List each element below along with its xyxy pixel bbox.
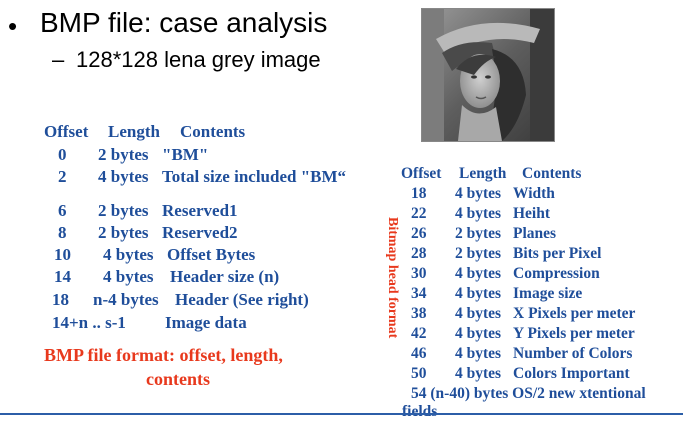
right-row-contents: Y Pixels per meter	[513, 325, 635, 342]
right-row-offset: 22	[411, 205, 427, 222]
left-row-contents: "BM"	[162, 145, 209, 164]
right-header-offset: Offset	[401, 165, 442, 182]
left-row-contents: Reserved1	[162, 201, 238, 220]
right-row-length: 4 bytes	[455, 325, 502, 342]
left-row-contents: Reserved2	[162, 223, 238, 242]
right-last-row: 54 (n-40) bytes OS/2 new xtentional	[411, 385, 646, 402]
slide-title: BMP file: case analysis	[40, 7, 328, 38]
right-row-length: 2 bytes	[455, 225, 502, 242]
slide-subtitle: 128*128 lena grey image	[76, 47, 321, 72]
right-header-contents: Contents	[522, 165, 582, 182]
left-row-contents: Image data	[165, 313, 247, 332]
left-row-contents: Offset Bytes	[167, 245, 256, 264]
right-row-length: 4 bytes	[455, 205, 502, 222]
right-row-offset: 28	[411, 245, 427, 262]
right-header-length: Length	[459, 165, 507, 182]
left-row-offset: 8	[58, 223, 67, 242]
left-row-length: 2 bytes	[98, 145, 149, 164]
left-row-offset: 14+n .. s-1	[52, 313, 126, 332]
right-row-offset: 46	[411, 345, 427, 362]
right-row-length: 4 bytes	[455, 345, 502, 362]
left-row-length: 4 bytes	[103, 267, 154, 286]
bitmap-head-format-label: Bitmap head format	[385, 217, 400, 339]
right-row-contents: Number of Colors	[513, 345, 633, 362]
left-row-offset: 18	[52, 290, 69, 309]
right-row-offset: 42	[411, 325, 427, 342]
right-row-length: 4 bytes	[455, 285, 502, 302]
left-row-length: 4 bytes	[103, 245, 154, 264]
left-header-length: Length	[108, 122, 160, 141]
left-row-length: 4 bytes	[98, 167, 149, 186]
left-header-offset: Offset	[44, 122, 89, 141]
left-row-offset: 6	[58, 201, 67, 220]
left-row-offset: 2	[58, 167, 67, 186]
right-last-row-wrap: fields	[402, 403, 438, 420]
left-row-length: 2 bytes	[98, 223, 149, 242]
left-row-offset: 0	[58, 145, 67, 164]
left-row-offset: 10	[54, 245, 71, 264]
format-caption-line1: BMP file format: offset, length,	[44, 345, 283, 365]
right-row-contents: X Pixels per meter	[513, 305, 636, 322]
left-row-length: 2 bytes	[98, 201, 149, 220]
right-row-length: 4 bytes	[455, 365, 502, 382]
left-row-contents: Total size included "BM“	[162, 167, 347, 186]
left-row-length: n-4 bytes	[93, 290, 159, 309]
right-row-offset: 38	[411, 305, 427, 322]
format-caption-line2: contents	[146, 369, 210, 389]
right-row-length: 4 bytes	[455, 185, 502, 202]
right-row-offset: 30	[411, 265, 427, 282]
right-row-offset: 26	[411, 225, 427, 242]
right-row-contents: Image size	[513, 285, 583, 302]
left-row-offset: 14	[54, 267, 71, 286]
right-row-contents: Planes	[513, 225, 557, 242]
right-row-length: 4 bytes	[455, 265, 502, 282]
right-row-offset: 34	[411, 285, 427, 302]
left-header-contents: Contents	[180, 122, 246, 141]
left-row-contents: Header (See right)	[175, 290, 309, 309]
right-row-length: 4 bytes	[455, 305, 502, 322]
right-row-contents: Bits per Pixel	[513, 245, 602, 262]
right-row-offset: 18	[411, 185, 427, 202]
right-row-contents: Heiht	[513, 205, 551, 222]
portrait-picture	[422, 9, 554, 141]
lena-grey-image	[421, 8, 555, 142]
bottom-rule	[0, 413, 683, 415]
right-row-offset: 50	[411, 365, 427, 382]
left-row-contents: Header size (n)	[170, 267, 280, 286]
right-row-contents: Colors Important	[513, 365, 630, 382]
right-row-length: 2 bytes	[455, 245, 502, 262]
title-bullet: •	[8, 11, 18, 41]
right-row-contents: Compression	[513, 265, 600, 282]
right-row-contents: Width	[513, 185, 555, 202]
subtitle-dash: –	[52, 47, 65, 72]
